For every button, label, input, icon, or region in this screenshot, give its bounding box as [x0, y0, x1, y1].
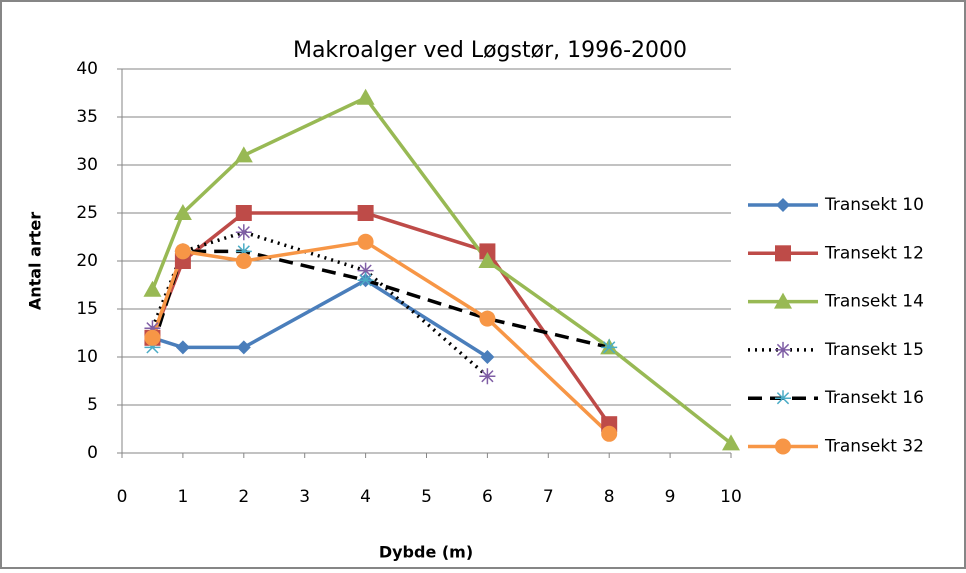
legend-marker: [775, 390, 791, 405]
y-tick-label: 20: [76, 251, 98, 271]
data-point: [144, 329, 161, 346]
x-axis-label: Dybde (m): [379, 543, 473, 562]
legend-label: Transekt 32: [824, 437, 924, 457]
data-point: [357, 262, 374, 279]
x-tick-label: 3: [299, 487, 310, 507]
data-point: [356, 88, 375, 105]
data-point: [235, 243, 252, 258]
legend-marker: [776, 198, 790, 212]
data-point: [173, 204, 192, 220]
legend-label: Transekt 12: [824, 243, 924, 263]
data-point: [235, 224, 252, 241]
y-tick-label: 15: [76, 299, 98, 319]
data-point: [357, 205, 374, 221]
y-tick-label: 25: [76, 203, 98, 223]
data-point: [478, 252, 497, 268]
x-tick-label: 5: [421, 487, 432, 507]
y-axis-label: Antal arter: [26, 212, 45, 310]
x-tick-label: 7: [543, 487, 554, 507]
y-tick-label: 35: [76, 107, 98, 127]
legend-marker: [774, 292, 792, 309]
x-tick-label: 9: [665, 487, 676, 507]
data-point: [601, 339, 618, 354]
data-point: [479, 368, 496, 385]
data-point: [143, 280, 162, 297]
data-point: [357, 272, 374, 287]
x-tick-label: 2: [238, 487, 249, 507]
data-point: [234, 146, 253, 163]
data-point: [144, 320, 161, 337]
y-tick-label: 30: [76, 155, 98, 175]
y-tick-label: 40: [76, 59, 98, 79]
series-line: [150, 211, 611, 426]
x-tick-label: 6: [482, 487, 493, 507]
data-point: [479, 243, 496, 260]
data-point: [236, 340, 251, 355]
legend-marker: [775, 438, 791, 455]
data-point: [175, 340, 190, 355]
data-point: [235, 253, 252, 269]
legend-marker: [775, 341, 791, 358]
legend-label: Transekt 14: [824, 292, 924, 312]
y-tick-label: 10: [76, 347, 98, 367]
x-tick-label: 0: [117, 487, 128, 507]
data-point: [144, 339, 161, 354]
x-tick-label: 8: [604, 487, 615, 507]
data-point: [601, 425, 618, 442]
legend-marker: [775, 245, 791, 262]
x-tick-label: 10: [720, 487, 742, 507]
legend-label: Transekt 15: [824, 340, 924, 360]
series-line: [150, 249, 610, 350]
y-tick-label: 0: [87, 443, 98, 463]
chart-title: Makroalger ved Løgstør, 1996-2000: [293, 38, 687, 63]
data-point: [235, 205, 252, 221]
data-point: [722, 434, 740, 451]
legend-label: Transekt 16: [824, 388, 924, 408]
x-tick-label: 1: [177, 487, 188, 507]
data-point: [479, 310, 496, 327]
legend-label: Transekt 10: [824, 195, 924, 215]
data-point: [174, 243, 191, 260]
data-point: [357, 233, 374, 250]
x-tick-label: 4: [360, 487, 371, 507]
data-point: [480, 350, 495, 364]
y-tick-label: 5: [87, 395, 98, 415]
